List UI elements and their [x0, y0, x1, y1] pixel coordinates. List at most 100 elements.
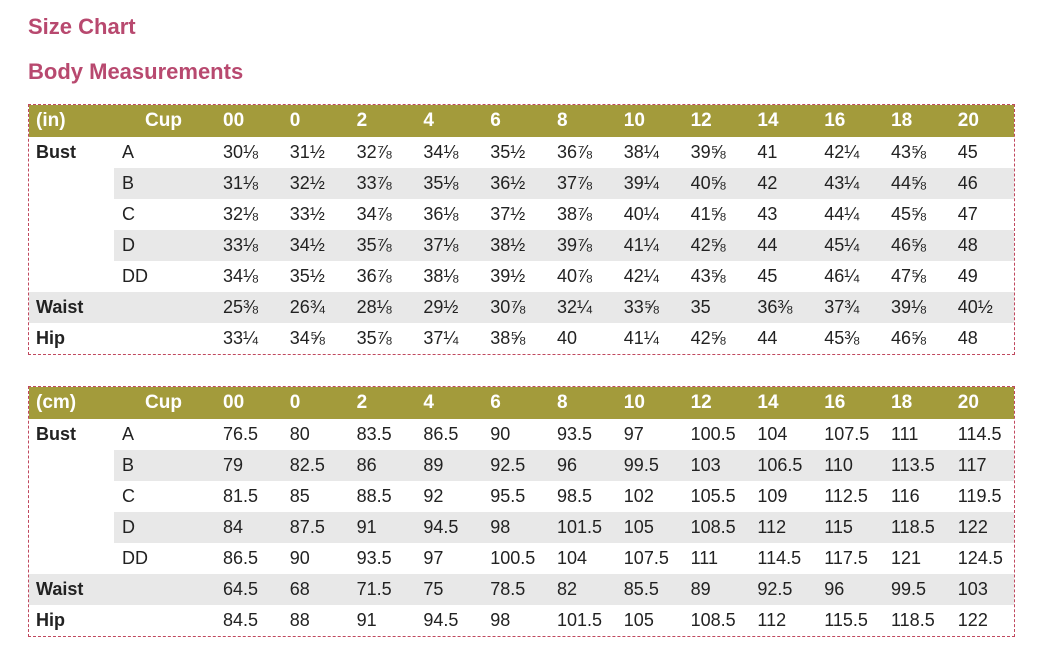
cup-cell: A	[122, 424, 135, 444]
value-cell: 105	[623, 517, 654, 537]
value-cell: 75	[423, 579, 444, 599]
value-cell: 45	[757, 266, 778, 286]
value-cell: 41¼	[623, 235, 659, 255]
value-cell: 86.5	[423, 424, 459, 444]
header-cell: 2	[356, 392, 368, 413]
header-row: (cm) Cup 00 0 2 4 6 8 10 12 14 16 18 20	[29, 387, 1014, 419]
cup-cell: A	[122, 142, 135, 162]
value-cell: 39¼	[623, 173, 659, 193]
value-cell: 71.5	[356, 579, 392, 599]
value-cell: 84.5	[223, 610, 259, 630]
value-cell: 26¾	[289, 297, 325, 317]
value-cell: 43⅝	[690, 266, 726, 286]
cup-cell: DD	[122, 548, 148, 568]
value-cell: 115	[824, 517, 853, 537]
value-cell: 46⅝	[891, 235, 927, 255]
value-cell: 31⅛	[223, 173, 259, 193]
value-cell: 97	[423, 548, 444, 568]
value-cell: 113.5	[891, 455, 935, 475]
cup-cell: DD	[122, 266, 148, 286]
value-cell: 117	[957, 455, 987, 475]
header-cell: 12	[690, 392, 712, 413]
header-cell: 18	[891, 110, 913, 131]
value-cell: 116	[891, 486, 920, 506]
value-cell: 80	[289, 424, 310, 444]
header-cell: 00	[223, 110, 245, 131]
value-cell: 88.5	[356, 486, 392, 506]
value-cell: 118.5	[891, 517, 935, 537]
value-cell: 104	[757, 424, 788, 444]
value-cell: 119.5	[957, 486, 1002, 506]
header-cell: 4	[423, 110, 434, 131]
value-cell: 88	[289, 610, 310, 630]
header-cell: 14	[757, 392, 779, 413]
value-cell: 98	[490, 610, 511, 630]
value-cell: 91	[356, 610, 377, 630]
value-cell: 103	[957, 579, 988, 599]
subtitle: Body Measurements	[28, 59, 244, 84]
value-cell: 90	[289, 548, 310, 568]
value-cell: 36⅛	[423, 204, 459, 224]
value-cell: 43	[757, 204, 778, 224]
value-cell: 92.5	[490, 455, 526, 475]
header-cell: 0	[289, 392, 301, 413]
value-cell: 38⅛	[423, 266, 459, 286]
value-cell: 37¼	[423, 328, 459, 348]
value-cell: 38⅝	[490, 328, 526, 348]
value-cell: 100.5	[690, 424, 736, 444]
value-cell: 39⅛	[891, 297, 927, 317]
value-cell: 118.5	[891, 610, 935, 630]
value-cell: 110	[824, 455, 853, 475]
header-cell: 6	[490, 392, 501, 413]
value-cell: 108.5	[690, 517, 736, 537]
value-cell: 30⅛	[223, 142, 259, 162]
value-cell: 64.5	[223, 579, 259, 599]
value-cell: 46¼	[824, 266, 860, 286]
size-table: (cm) Cup 00 0 2 4 6 8 10 12 14 16 18 20 Bust A 76.5 80 83.…	[28, 386, 1015, 637]
value-cell: 97	[623, 424, 644, 444]
value-cell: 121	[891, 548, 922, 568]
value-cell: 114.5	[757, 548, 802, 568]
value-cell: 68	[289, 579, 310, 599]
value-cell: 32½	[289, 173, 325, 193]
value-cell: 117.5	[824, 548, 868, 568]
value-cell: 42	[757, 173, 778, 193]
value-cell: 86	[356, 455, 377, 475]
cup-cell: D	[122, 235, 135, 255]
value-cell: 35⅛	[423, 173, 459, 193]
value-cell: 28⅛	[356, 297, 392, 317]
value-cell: 41	[757, 142, 778, 162]
value-cell: 93.5	[557, 424, 593, 444]
value-cell: 89	[423, 455, 444, 475]
value-cell: 94.5	[423, 517, 459, 537]
value-cell: 98.5	[557, 486, 593, 506]
value-cell: 107.5	[623, 548, 669, 568]
value-cell: 79	[223, 455, 244, 475]
value-cell: 89	[690, 579, 711, 599]
value-cell: 85.5	[623, 579, 659, 599]
value-cell: 39½	[490, 266, 526, 286]
title: Size Chart	[28, 14, 136, 39]
value-cell: 40½	[957, 297, 993, 317]
row-label: Bust	[36, 424, 76, 444]
value-cell: 45¼	[824, 235, 860, 255]
value-cell: 124.5	[957, 548, 1003, 568]
value-cell: 36½	[490, 173, 526, 193]
value-cell: 86.5	[223, 548, 259, 568]
value-cell: 44	[757, 328, 778, 348]
value-cell: 100.5	[490, 548, 536, 568]
value-cell: 84	[223, 517, 244, 537]
value-cell: 112.5	[824, 486, 868, 506]
value-cell: 36⅞	[356, 266, 392, 286]
value-cell: 40⅝	[690, 173, 726, 193]
value-cell: 46⅝	[891, 328, 927, 348]
value-cell: 45	[957, 142, 978, 162]
value-cell: 29½	[423, 297, 459, 317]
row-label: Hip	[36, 610, 65, 630]
cup-cell: D	[122, 517, 135, 537]
value-cell: 39⅞	[557, 235, 593, 255]
value-cell: 103	[690, 455, 721, 475]
header-cell: 10	[623, 392, 645, 413]
header-cell: 4	[423, 392, 434, 413]
value-cell: 34⅝	[289, 328, 325, 348]
